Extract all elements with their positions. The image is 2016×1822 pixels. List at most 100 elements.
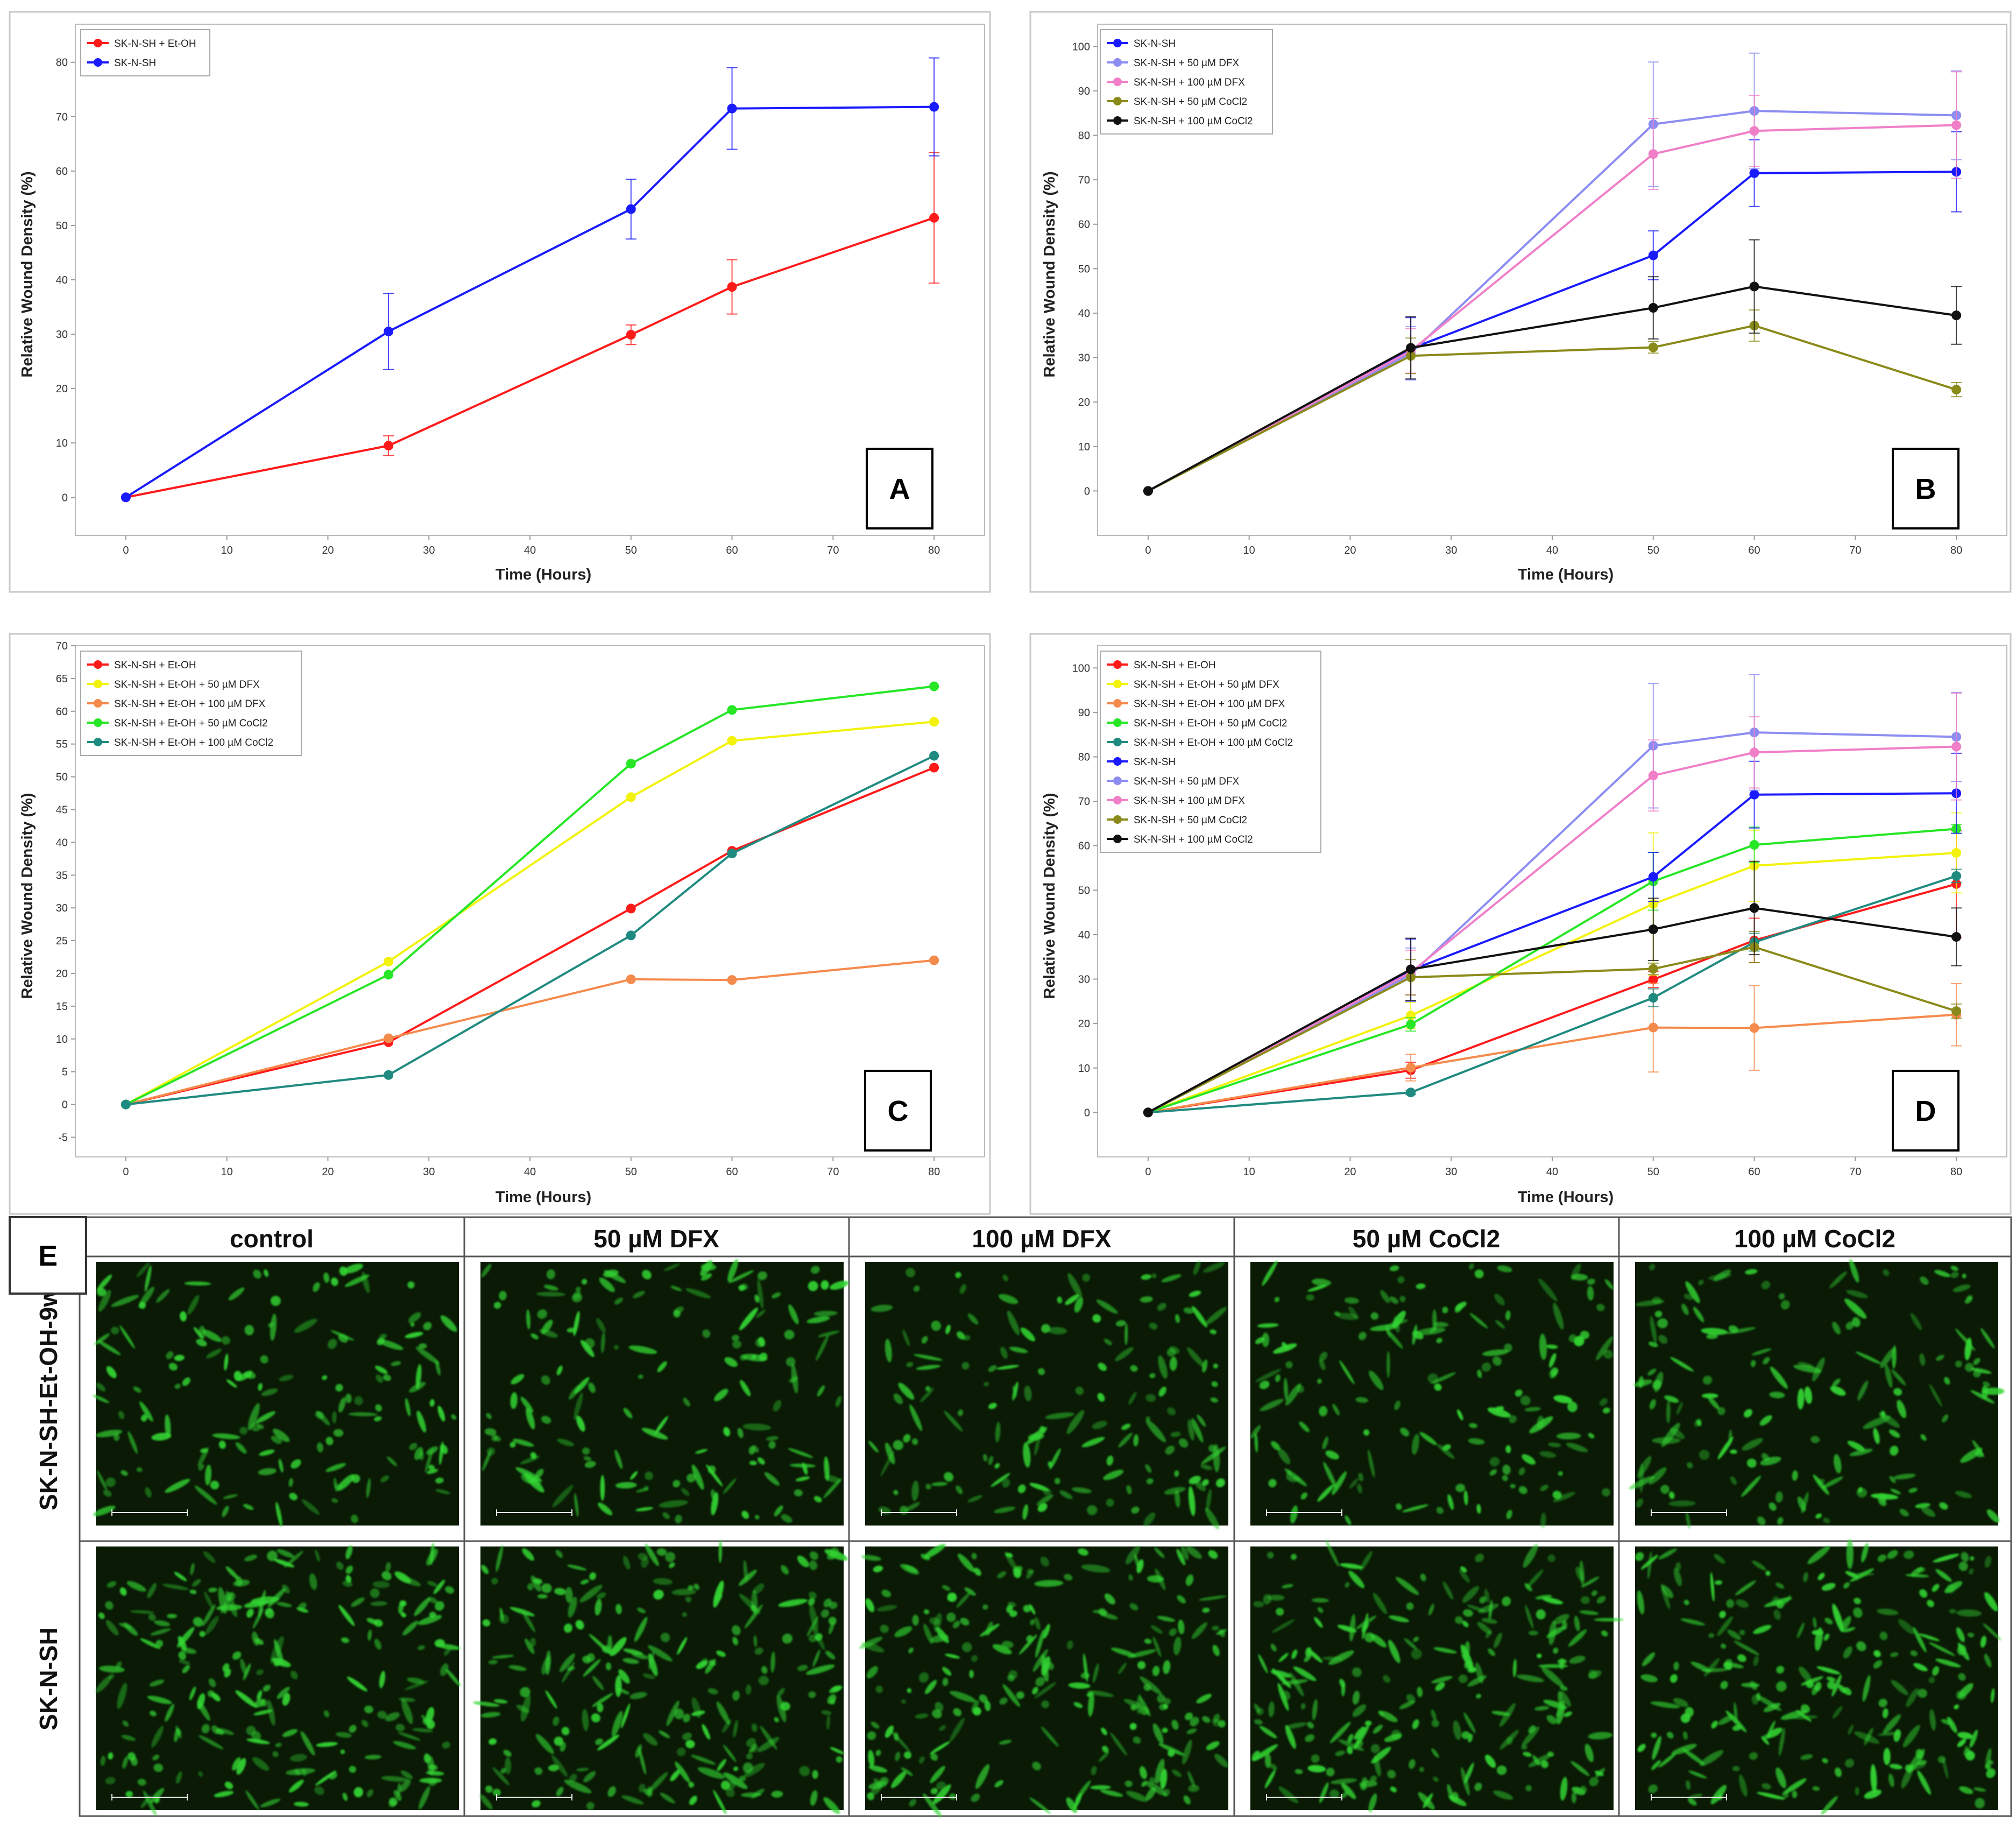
panel-d-label-box <box>1892 1070 1960 1152</box>
fluorescent-cell <box>1488 1648 1496 1656</box>
fluorescent-cell <box>923 1793 942 1818</box>
fluorescent-cell <box>137 1778 146 1786</box>
fluorescent-cell <box>1326 1768 1335 1777</box>
fluorescent-cell <box>1339 1678 1346 1688</box>
fluorescent-cell <box>530 1333 539 1340</box>
fluorescent-cell <box>615 1675 622 1697</box>
fluorescent-cell <box>610 1637 627 1656</box>
fluorescent-cell <box>582 1656 591 1664</box>
fluorescent-cell <box>604 1270 626 1283</box>
fluorescent-cell <box>107 1581 117 1588</box>
fluorescent-cell <box>381 1571 392 1580</box>
fluorescent-cell <box>554 1736 563 1746</box>
fluorescent-cell <box>155 1640 164 1648</box>
fluorescent-cell <box>1982 1385 1989 1399</box>
fluorescent-cell <box>931 1320 942 1331</box>
fluorescent-cell <box>1520 1395 1531 1406</box>
fluorescent-cell <box>1711 1720 1718 1729</box>
fluorescent-cell <box>1920 1276 1929 1285</box>
fluorescent-cell <box>915 1713 929 1719</box>
fluorescent-cell <box>256 1669 264 1676</box>
fluorescent-cell <box>294 1318 317 1333</box>
fluorescent-cell <box>510 1392 518 1409</box>
fluorescent-cell <box>246 1738 270 1745</box>
fluorescent-cell <box>1594 1618 1624 1622</box>
fluorescent-cell <box>751 1789 765 1799</box>
fluorescent-cell <box>829 1601 838 1609</box>
fluorescent-cell <box>1023 1605 1031 1613</box>
fluorescent-cell <box>1141 1781 1147 1787</box>
fluorescent-cell <box>136 1262 150 1277</box>
fluorescent-cell <box>1752 1560 1766 1571</box>
fluorescent-cell <box>1985 1748 1992 1768</box>
fluorescent-cell <box>244 1325 254 1336</box>
fluorescent-cell <box>1413 1636 1419 1642</box>
fluorescent-cell <box>222 1506 229 1517</box>
fluorescent-cell <box>821 1710 832 1715</box>
fluorescent-cell <box>808 1281 818 1291</box>
panel-c-y-tick-label: 50 <box>56 772 68 783</box>
panel-b-x-tick-label: 10 <box>1243 545 1255 556</box>
fluorescent-cell <box>1271 1619 1295 1633</box>
fluorescent-cell <box>866 1666 878 1679</box>
fluorescent-cell <box>675 1761 690 1783</box>
fluorescent-cell <box>481 1565 489 1574</box>
fluorescent-cell <box>315 1549 320 1562</box>
fluorescent-cell <box>1950 1266 1958 1272</box>
fluorescent-cell <box>1157 1303 1166 1311</box>
panel-a-data-point <box>727 103 737 114</box>
fluorescent-cell <box>1210 1397 1218 1403</box>
panel-c-legend-entry: SK-N-SH + Et-OH <box>114 660 196 671</box>
fluorescent-cell <box>1523 1752 1532 1757</box>
fluorescent-cell <box>500 1768 506 1774</box>
fluorescent-cell <box>1651 1760 1661 1770</box>
fluorescent-cell <box>1352 1704 1367 1717</box>
panel-c-x-tick-label: 80 <box>928 1166 940 1178</box>
fluorescent-cell <box>1029 1797 1051 1814</box>
fluorescent-cell <box>1332 1403 1340 1416</box>
fluorescent-cell <box>493 1699 508 1704</box>
fluorescent-cell <box>1253 1744 1278 1762</box>
fluorescent-cell <box>748 1446 755 1455</box>
panel-a-y-tick-label: 80 <box>56 57 68 69</box>
fluorescent-cell <box>694 1583 699 1590</box>
fluorescent-cell <box>1115 1320 1126 1327</box>
fluorescent-cell <box>1175 1489 1180 1508</box>
fluorescent-cell <box>1047 1662 1054 1670</box>
panel-d-legend-swatch-marker <box>1113 738 1122 746</box>
fluorescent-cell <box>353 1787 363 1798</box>
fluorescent-cell <box>1906 1687 1919 1707</box>
fluorescent-cell <box>1092 1314 1101 1323</box>
fluorescent-cell <box>1581 1576 1600 1588</box>
fluorescent-cell <box>525 1638 535 1654</box>
panel-c-legend-entry: SK-N-SH + Et-OH + 100 µM CoCl2 <box>114 737 273 748</box>
fluorescent-cell <box>742 1423 772 1431</box>
fluorescent-cell <box>746 1753 753 1760</box>
fluorescent-cell <box>988 1403 997 1409</box>
fluorescent-cell <box>1883 1748 1891 1765</box>
panel-c-y-tick-label: 20 <box>56 968 68 980</box>
fluorescent-cell <box>1730 1449 1737 1454</box>
fluorescent-cell <box>984 1381 989 1387</box>
fluorescent-cell <box>575 1620 584 1630</box>
fluorescent-cell <box>1913 1663 1928 1671</box>
panel-a-legend-swatch-marker <box>94 58 102 67</box>
fluorescent-cell <box>322 1375 328 1380</box>
fluorescent-cell <box>998 1294 1018 1304</box>
fluorescent-cell <box>731 1334 740 1341</box>
fluorescent-cell <box>94 1333 110 1345</box>
panel-d-y-tick-label: 0 <box>1084 1107 1090 1119</box>
fluorescent-cell <box>488 1659 498 1665</box>
panel-b-data-point <box>1951 310 1962 321</box>
fluorescent-cell <box>1169 1628 1177 1636</box>
fluorescent-cell <box>154 1620 171 1627</box>
fluorescent-cell <box>374 1639 381 1650</box>
fluorescent-cell <box>1492 1356 1502 1366</box>
fluorescent-cell <box>1034 1682 1057 1699</box>
fluorescent-cell <box>1416 1283 1426 1289</box>
fluorescent-cell <box>556 1365 563 1375</box>
fluorescent-cell <box>178 1636 187 1651</box>
fluorescent-cell <box>1571 1263 1581 1280</box>
fluorescent-cell <box>1202 1479 1209 1486</box>
fluorescent-cell <box>1311 1754 1320 1763</box>
